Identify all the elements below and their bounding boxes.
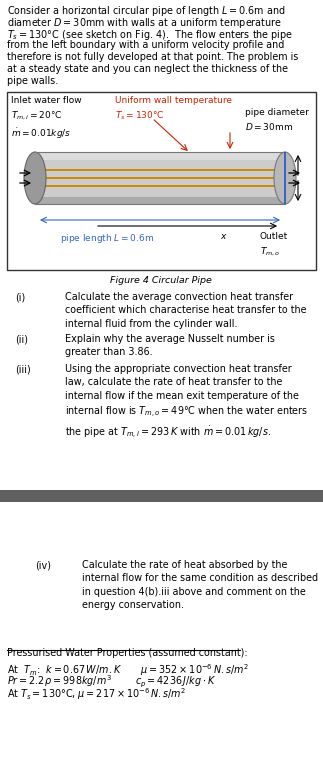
Text: Figure 4 Circular Pipe: Figure 4 Circular Pipe bbox=[110, 276, 212, 285]
Text: (i): (i) bbox=[15, 292, 25, 302]
Text: $Pr = 2.2\,\rho = 998kg/m^3$        $c_p = 4236\,J/kg \cdot K$: $Pr = 2.2\,\rho = 998kg/m^3$ $c_p = 4236… bbox=[7, 674, 216, 691]
Bar bbox=[0, 490, 323, 502]
Text: At $T_s = 130°$C, $\mu = 217 \times 10^{-6}\,N.s/m^2$: At $T_s = 130°$C, $\mu = 217 \times 10^{… bbox=[7, 686, 186, 702]
Bar bbox=[35, 152, 285, 160]
Text: Using the appropriate convection heat transfer
law, calculate the rate of heat t: Using the appropriate convection heat tr… bbox=[65, 364, 308, 441]
Ellipse shape bbox=[274, 152, 296, 204]
Text: pipe length $L = 0.6$m: pipe length $L = 0.6$m bbox=[60, 232, 154, 245]
Text: (iii): (iii) bbox=[15, 364, 31, 374]
Text: (ii): (ii) bbox=[15, 334, 28, 344]
Text: Explain why the average Nusselt number is
greater than 3.86.: Explain why the average Nusselt number i… bbox=[65, 334, 275, 358]
Text: at a steady state and you can neglect the thickness of the: at a steady state and you can neglect th… bbox=[7, 64, 288, 74]
Text: At  $T_m$:  $k = 0.67\,W/m.K$       $\mu = 352 \times 10^{-6}\,N.s/m^2$: At $T_m$: $k = 0.67\,W/m.K$ $\mu = 352 \… bbox=[7, 662, 249, 677]
Text: Pressurised Water Properties (assumed constant):: Pressurised Water Properties (assumed co… bbox=[7, 648, 248, 658]
Text: from the left boundary with a uniform velocity profile and: from the left boundary with a uniform ve… bbox=[7, 40, 284, 50]
Text: $x$: $x$ bbox=[220, 232, 228, 241]
Text: (iv): (iv) bbox=[35, 560, 51, 570]
Text: Calculate the average convection heat transfer
coefficient which characterise he: Calculate the average convection heat tr… bbox=[65, 292, 307, 328]
Text: Consider a horizontal circular pipe of length $L = 0.6$m and: Consider a horizontal circular pipe of l… bbox=[7, 4, 286, 18]
Text: diameter $D = 30$mm with walls at a uniform temperature: diameter $D = 30$mm with walls at a unif… bbox=[7, 16, 282, 30]
Text: Inlet water flow
$T_{m,i} = 20°$C
$\dot{m} = 0.01kg/s$: Inlet water flow $T_{m,i} = 20°$C $\dot{… bbox=[11, 96, 82, 141]
Text: $T_s = 130°$C (see sketch on Fig. 4).  The flow enters the pipe: $T_s = 130°$C (see sketch on Fig. 4). Th… bbox=[7, 28, 293, 42]
Text: pipe diameter
$D = 30$mm: pipe diameter $D = 30$mm bbox=[245, 108, 309, 132]
Text: therefore is not fully developed at that point. The problem is: therefore is not fully developed at that… bbox=[7, 52, 298, 62]
Text: Outlet
$T_{m,o}$: Outlet $T_{m,o}$ bbox=[260, 232, 288, 258]
Bar bbox=[35, 152, 285, 204]
Bar bbox=[7, 92, 316, 270]
Text: Uniform wall temperature
$T_s = 130°$C: Uniform wall temperature $T_s = 130°$C bbox=[115, 96, 232, 122]
Text: pipe walls.: pipe walls. bbox=[7, 76, 58, 86]
Ellipse shape bbox=[24, 152, 46, 204]
Text: Calculate the rate of heat absorbed by the
internal flow for the same condition : Calculate the rate of heat absorbed by t… bbox=[82, 560, 318, 610]
Bar bbox=[35, 197, 285, 204]
